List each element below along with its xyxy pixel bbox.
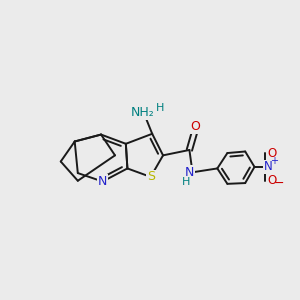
Text: N: N bbox=[98, 175, 107, 188]
Text: H: H bbox=[182, 177, 190, 187]
Text: O: O bbox=[267, 146, 276, 160]
Text: N: N bbox=[185, 166, 194, 179]
Text: NH₂: NH₂ bbox=[131, 106, 155, 119]
Text: S: S bbox=[147, 170, 155, 183]
Text: H: H bbox=[156, 103, 164, 112]
Text: O: O bbox=[191, 120, 200, 134]
Text: O: O bbox=[267, 174, 276, 187]
Text: +: + bbox=[270, 156, 278, 166]
Text: N: N bbox=[264, 160, 273, 173]
Text: −: − bbox=[273, 177, 284, 190]
